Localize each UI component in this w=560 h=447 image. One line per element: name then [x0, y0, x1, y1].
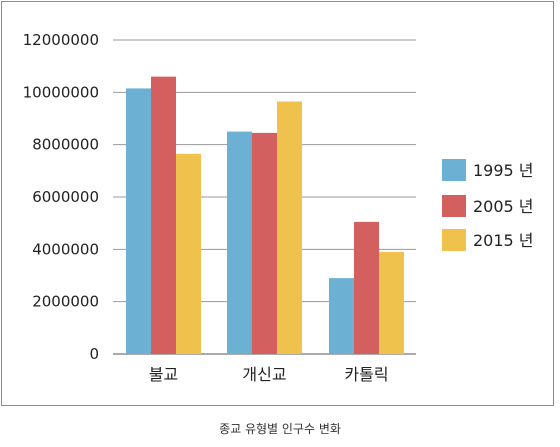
- x-category-label: 불교: [149, 365, 178, 384]
- bar-chart: 0 2000000 4000000 6000000 8000000 10000000 120…: [23, 31, 534, 384]
- x-category-label: 카톨릭: [344, 365, 388, 384]
- x-category-label: 개신교: [242, 365, 286, 384]
- bar: [176, 153, 201, 354]
- bars: [126, 76, 404, 355]
- bar: [252, 132, 277, 354]
- y-tick-label: 4000000: [32, 240, 99, 258]
- bar: [126, 88, 151, 355]
- bar: [354, 221, 379, 354]
- y-tick-label: 10000000: [23, 83, 99, 101]
- y-axis-ticks: 0 2000000 4000000 6000000 8000000 10000000 120…: [23, 31, 99, 363]
- y-tick-label: 8000000: [32, 136, 99, 154]
- bar: [151, 76, 176, 354]
- bar: [227, 131, 252, 354]
- legend-label: 2005 년: [473, 197, 534, 216]
- bar: [379, 251, 404, 354]
- y-tick-label: 12000000: [23, 31, 99, 49]
- legend-label: 2015 년: [473, 231, 534, 250]
- y-tick-label: 2000000: [32, 293, 99, 311]
- bar: [277, 101, 302, 354]
- legend: 1995 년 2005 년 2015 년: [442, 159, 534, 251]
- y-tick-label: 0: [89, 345, 99, 363]
- legend-label: 1995 년: [473, 161, 534, 180]
- y-tick-label: 6000000: [32, 188, 99, 206]
- legend-swatch: [442, 159, 466, 181]
- x-axis-categories: 불교 개신교 카톨릭: [149, 365, 389, 384]
- bar: [329, 278, 354, 354]
- legend-swatch: [442, 195, 466, 217]
- chart-caption: 종교 유형별 인구수 변화: [219, 422, 341, 436]
- chart-frame: 0 2000000 4000000 6000000 8000000 10000000 120…: [1, 1, 554, 406]
- legend-swatch: [442, 229, 466, 251]
